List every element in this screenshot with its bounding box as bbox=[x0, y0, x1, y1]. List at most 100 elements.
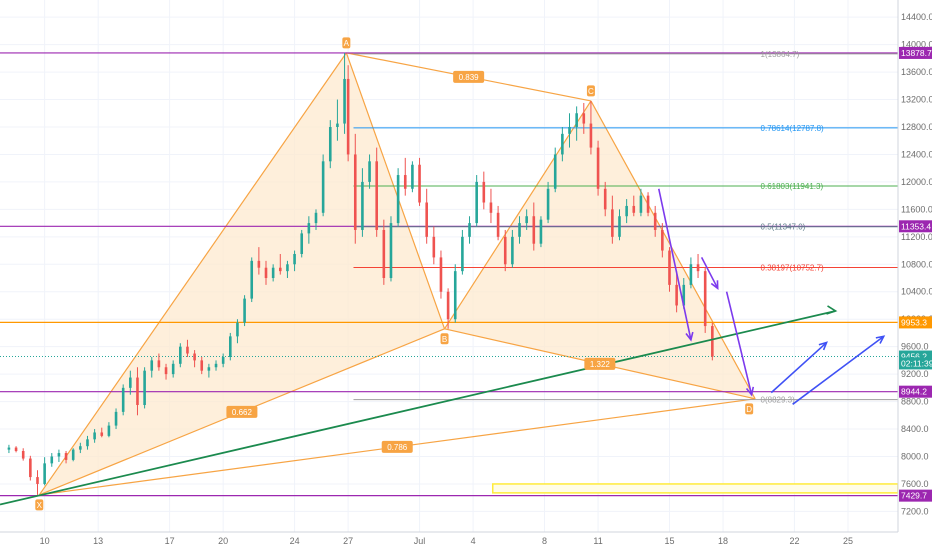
candle-body bbox=[396, 175, 400, 224]
pattern-leg-xa bbox=[38, 52, 347, 496]
candle-body bbox=[703, 271, 707, 327]
candle-body bbox=[432, 236, 436, 258]
candle-body bbox=[107, 425, 111, 436]
candle-body bbox=[286, 264, 289, 272]
price-label-bg bbox=[899, 316, 932, 329]
fib-label: 0(8829.3) bbox=[761, 396, 796, 405]
purple-arrow-head bbox=[685, 331, 694, 342]
price-label-bg bbox=[899, 385, 932, 398]
price-tick-label: 8800.0 bbox=[901, 397, 929, 407]
candle-body bbox=[418, 164, 421, 203]
time-tick-label: 4 bbox=[471, 536, 476, 546]
ratio-label: 0.786 bbox=[387, 443, 408, 452]
candle-body bbox=[682, 284, 686, 306]
candle-body bbox=[661, 229, 664, 251]
candle-body bbox=[403, 175, 407, 189]
point-badge bbox=[586, 85, 595, 97]
price-label: 8944.2 bbox=[901, 387, 927, 397]
green-arrowhead bbox=[826, 305, 838, 315]
candle-body bbox=[257, 260, 261, 268]
price-axis[interactable]: 7200.0 7600.0 8000.0 8400.0 8800.0 9200.0 9600… bbox=[897, 0, 932, 550]
candle-body bbox=[200, 360, 204, 371]
price-tick-label: 8400.0 bbox=[901, 424, 929, 434]
candle-body bbox=[236, 322, 239, 337]
candle-body bbox=[207, 367, 211, 371]
point-label-d: D bbox=[746, 405, 752, 414]
purple-arrow bbox=[725, 291, 753, 395]
candle-body bbox=[300, 233, 304, 254]
time-tick-label: 13 bbox=[93, 536, 103, 546]
price-label: 02:11:39 bbox=[901, 358, 932, 368]
arrows bbox=[657, 188, 886, 405]
fib-label: 1(13864.7) bbox=[761, 50, 800, 59]
candle-body bbox=[346, 78, 350, 155]
candle-body bbox=[518, 223, 521, 237]
candle-body bbox=[64, 453, 68, 460]
yellow-zone bbox=[491, 483, 899, 494]
price-tick-label: 10400.0 bbox=[901, 287, 932, 297]
candle-body bbox=[171, 363, 175, 375]
price-label-bg bbox=[899, 357, 932, 370]
candle-body bbox=[57, 453, 61, 457]
candle-body bbox=[568, 126, 571, 134]
candle-body bbox=[293, 253, 296, 265]
candle-body bbox=[575, 113, 578, 127]
price-label-bg bbox=[899, 220, 932, 233]
candle-body bbox=[157, 360, 161, 368]
trendlines bbox=[0, 305, 838, 506]
time-tick-label: 8 bbox=[542, 536, 547, 546]
candle-body bbox=[389, 223, 393, 279]
candle-body bbox=[482, 181, 486, 203]
candle-body bbox=[668, 250, 671, 285]
candle-body bbox=[193, 353, 196, 361]
candle-body bbox=[711, 326, 714, 357]
candle-body bbox=[489, 202, 493, 213]
candle-body bbox=[271, 267, 275, 279]
fib-label: 0.61803(11941.3) bbox=[761, 182, 824, 191]
purple-arrow-head bbox=[745, 386, 755, 397]
time-tick-label: 27 bbox=[343, 536, 353, 546]
candle-body bbox=[625, 205, 628, 217]
point-label-b: B bbox=[442, 335, 447, 344]
fib-label: 0.78614(12787.8) bbox=[761, 124, 825, 133]
price-tick-label: 7600.0 bbox=[901, 479, 929, 489]
candle-body bbox=[336, 123, 339, 127]
candle-body bbox=[314, 212, 318, 224]
price-label-bg bbox=[899, 46, 932, 59]
price-tick-label: 13600.0 bbox=[901, 67, 932, 77]
point-label-x: X bbox=[37, 501, 43, 510]
candle-body bbox=[382, 229, 386, 279]
purple-arrow bbox=[657, 188, 692, 340]
candle-body bbox=[328, 126, 332, 162]
ratio-label: 0.839 bbox=[459, 73, 480, 82]
pattern-xab-fill bbox=[39, 52, 445, 495]
candle-body bbox=[164, 367, 168, 375]
candle-body bbox=[475, 181, 478, 224]
blue-arrow bbox=[792, 335, 885, 405]
pattern-leg-ab bbox=[345, 52, 446, 330]
candle-body bbox=[79, 446, 82, 450]
candle-body bbox=[121, 387, 125, 412]
ratio-badge bbox=[584, 357, 616, 370]
blue-arrow bbox=[770, 341, 828, 394]
candle-body bbox=[221, 356, 225, 364]
purple-arrow bbox=[700, 257, 719, 289]
price-tick-label: 9200.0 bbox=[901, 369, 929, 379]
fib-levels: 1(13864.7) 0.78614(12787.8) 0.61803(11941.… bbox=[353, 50, 898, 405]
price-tick-label: 12400.0 bbox=[901, 149, 932, 159]
candle-body bbox=[511, 236, 514, 265]
candle-body bbox=[14, 447, 18, 451]
candle-body bbox=[143, 370, 146, 406]
time-tick-label: 20 bbox=[218, 536, 228, 546]
price-label: 7429.7 bbox=[901, 491, 927, 501]
price-tick-label: 7200.0 bbox=[901, 506, 929, 516]
candle-body bbox=[136, 377, 139, 406]
candle-body bbox=[243, 298, 246, 323]
price-label-bg bbox=[899, 489, 932, 502]
candle-body bbox=[425, 202, 428, 237]
time-axis[interactable]: 10 13 17 20 24 27 Jul 4 8 11 15 18 22 25 bbox=[0, 531, 898, 550]
price-label: 11353.4 bbox=[901, 221, 931, 231]
candle-body bbox=[229, 336, 232, 357]
point-badge bbox=[35, 499, 44, 511]
